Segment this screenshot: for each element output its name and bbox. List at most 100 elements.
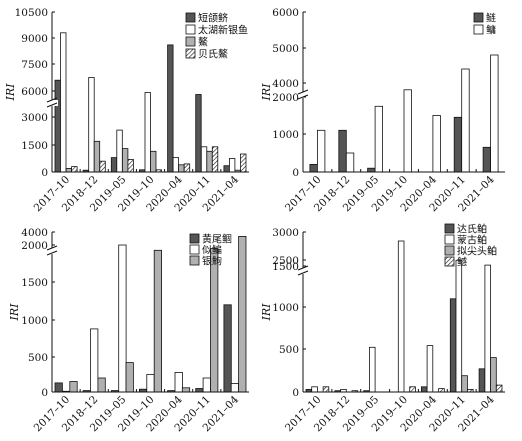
y-tick-label: 3000 <box>21 112 48 124</box>
bar <box>178 164 185 173</box>
y-tick-label: 9000 <box>21 33 48 45</box>
legend-swatch <box>185 36 196 47</box>
y-tick-label: 10500 <box>15 7 48 19</box>
bar <box>90 328 99 393</box>
bar <box>181 387 191 393</box>
chart-panel-3: 050010001500200040002017–102018–122019–0… <box>8 227 249 434</box>
y-tick-label: 4000 <box>21 227 48 239</box>
bar <box>88 77 95 173</box>
legend-label: 黄尾鲴 <box>202 233 232 246</box>
bar <box>172 157 180 173</box>
bar <box>490 357 497 393</box>
legend-label: 达氏鲌 <box>457 223 487 236</box>
bar <box>144 92 151 173</box>
bar <box>99 160 106 173</box>
bar <box>322 386 330 393</box>
legend-label: 鰲 <box>198 36 208 49</box>
bar <box>54 382 63 393</box>
axis-break-mark <box>46 97 58 103</box>
bar <box>65 167 72 173</box>
y-tick-label: 1500 <box>21 277 48 289</box>
bar <box>420 386 428 393</box>
bar <box>122 148 129 173</box>
bar <box>438 388 445 393</box>
bar <box>223 304 232 393</box>
y-tick-label: 1000 <box>272 129 299 141</box>
bar <box>338 129 347 173</box>
y-axis-label: IRI <box>260 83 273 102</box>
legend-swatch <box>444 223 455 234</box>
legend-swatch <box>444 234 455 245</box>
bar <box>403 89 412 173</box>
axis-break-gap <box>46 248 58 254</box>
bar <box>116 129 123 173</box>
bar <box>54 79 61 173</box>
bar <box>453 116 463 173</box>
y-tick-label: 1000 <box>272 302 299 314</box>
bar <box>93 140 101 173</box>
legend-label: 拟尖头鲌 <box>457 245 497 258</box>
bar <box>240 153 247 173</box>
bar <box>174 371 183 393</box>
bar <box>223 165 230 173</box>
bar <box>210 248 219 393</box>
axis-break-mark <box>46 245 58 251</box>
y-tick-label: 7500 <box>21 59 48 71</box>
y-axis-label: IRI <box>260 303 273 322</box>
legend-label: 鳙 <box>486 24 496 37</box>
bar <box>127 158 134 173</box>
bar <box>397 240 405 393</box>
axis-break-mark <box>297 270 309 276</box>
bar <box>195 388 204 393</box>
bar <box>426 345 434 393</box>
y-tick-label: 5000 <box>272 43 299 55</box>
y-tick-label: 2000 <box>21 240 48 252</box>
bar <box>118 244 127 393</box>
legend-label: 太湖新银鱼 <box>198 24 248 37</box>
legend-label: 蒙古鲌 <box>457 234 487 247</box>
legend-swatch <box>189 244 200 255</box>
axis-break-mark <box>297 89 309 95</box>
bar <box>478 368 486 393</box>
bar <box>367 167 376 173</box>
legend-label: 鳡 <box>457 256 467 269</box>
bar <box>374 105 384 173</box>
y-tick-label: 500 <box>279 344 299 356</box>
bar <box>368 346 376 393</box>
bar <box>71 166 78 173</box>
chart-panel-2: 0100020004000500060002017–102018–122019–… <box>260 7 505 214</box>
bar <box>309 163 318 173</box>
legend-swatch <box>444 245 455 256</box>
legend-label: 短颌鲚 <box>198 12 228 25</box>
bar <box>230 383 239 393</box>
legend-label: 贝氏鰲 <box>198 48 228 61</box>
bar <box>200 146 208 173</box>
bar <box>455 259 463 393</box>
legend-swatch <box>185 12 196 23</box>
y-axis-label: IRI <box>8 303 21 322</box>
bar <box>211 146 219 173</box>
axis-break-mark <box>46 102 58 108</box>
bar <box>167 44 174 173</box>
legend-swatch <box>189 233 200 244</box>
bar <box>484 264 491 393</box>
axis-break-mark <box>46 250 58 256</box>
bar <box>495 384 503 393</box>
bar <box>195 94 202 173</box>
legend-label: 似鳊 <box>202 244 222 257</box>
legend-swatch <box>185 48 196 59</box>
bar <box>69 381 78 393</box>
bar <box>183 163 191 173</box>
bar <box>409 386 416 393</box>
bar <box>482 146 492 173</box>
legend-swatch <box>473 24 484 35</box>
legend-swatch <box>444 256 455 267</box>
bar <box>432 115 441 173</box>
axis-break-gap <box>46 100 58 106</box>
bar <box>153 249 162 393</box>
bar <box>125 362 134 393</box>
axis-break-mark <box>297 265 309 271</box>
bar <box>146 374 155 393</box>
y-tick-label: 6000 <box>21 86 48 98</box>
